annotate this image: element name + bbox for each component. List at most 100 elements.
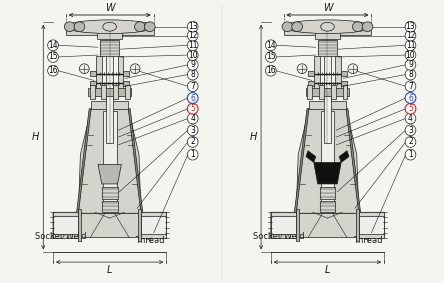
Text: W: W [323, 3, 332, 13]
Text: 14: 14 [48, 41, 58, 50]
Bar [102, 187, 118, 199]
Text: 6: 6 [408, 93, 413, 102]
Circle shape [187, 21, 198, 32]
Text: L: L [325, 265, 330, 275]
Text: 14: 14 [266, 41, 276, 50]
Polygon shape [271, 212, 384, 238]
Polygon shape [314, 162, 341, 184]
Circle shape [405, 69, 416, 80]
Polygon shape [296, 109, 359, 213]
Bar [100, 40, 119, 56]
Text: 7: 7 [190, 82, 195, 91]
Bar [315, 30, 340, 39]
Text: 5: 5 [408, 104, 413, 113]
Bar [320, 187, 335, 199]
Text: 13: 13 [188, 22, 198, 31]
Circle shape [405, 21, 416, 32]
Bar [141, 216, 166, 234]
Text: 12: 12 [188, 31, 198, 40]
Text: H: H [250, 132, 257, 142]
Text: 1: 1 [408, 150, 413, 159]
Bar [96, 56, 102, 94]
Bar [118, 56, 123, 94]
Polygon shape [128, 109, 143, 213]
Text: 3: 3 [408, 126, 413, 135]
Bar [318, 40, 337, 56]
Bar [53, 212, 79, 238]
Circle shape [405, 113, 416, 124]
Polygon shape [53, 212, 166, 238]
Circle shape [405, 59, 416, 70]
Bar [359, 216, 384, 234]
Text: 4: 4 [190, 114, 195, 123]
Ellipse shape [353, 22, 363, 32]
Circle shape [187, 103, 198, 114]
Bar [356, 209, 359, 241]
Circle shape [405, 81, 416, 92]
Circle shape [48, 52, 59, 62]
Bar [307, 85, 312, 99]
Bar [321, 111, 334, 205]
Ellipse shape [66, 20, 154, 34]
Circle shape [187, 40, 198, 51]
Bar [320, 201, 335, 212]
Ellipse shape [292, 22, 302, 32]
Circle shape [79, 64, 89, 74]
Ellipse shape [144, 22, 155, 32]
Bar [308, 71, 314, 76]
Text: 5: 5 [190, 104, 195, 113]
Polygon shape [98, 164, 121, 184]
Circle shape [187, 30, 198, 41]
Circle shape [348, 64, 358, 74]
Circle shape [130, 64, 140, 74]
Bar [341, 71, 347, 76]
Polygon shape [306, 151, 316, 162]
Circle shape [187, 137, 198, 147]
Circle shape [187, 125, 198, 136]
Bar [66, 29, 154, 35]
Text: 1: 1 [190, 150, 195, 159]
Bar [308, 81, 314, 86]
Circle shape [405, 40, 416, 51]
Bar [123, 81, 129, 86]
Ellipse shape [135, 22, 145, 32]
Circle shape [405, 30, 416, 41]
Bar [53, 216, 79, 234]
Ellipse shape [284, 20, 372, 34]
Polygon shape [294, 109, 309, 213]
Circle shape [405, 137, 416, 147]
Circle shape [405, 50, 416, 60]
Bar [284, 29, 372, 35]
Text: 15: 15 [48, 52, 58, 61]
Circle shape [405, 125, 416, 136]
Circle shape [187, 59, 198, 70]
Bar [271, 212, 296, 238]
Bar [91, 101, 128, 109]
Bar [125, 85, 130, 99]
Bar [102, 201, 118, 212]
Bar [79, 209, 81, 241]
Circle shape [187, 69, 198, 80]
Text: Socket Weld: Socket Weld [36, 232, 87, 241]
Bar [331, 85, 336, 99]
Polygon shape [339, 151, 349, 162]
Text: 8: 8 [190, 70, 195, 79]
Ellipse shape [362, 22, 373, 32]
Bar [106, 31, 113, 143]
Circle shape [48, 65, 59, 76]
Text: 10: 10 [406, 51, 415, 59]
Text: 3: 3 [190, 126, 195, 135]
Polygon shape [346, 109, 361, 213]
Text: Thread: Thread [353, 235, 382, 245]
Bar [341, 81, 347, 86]
Circle shape [48, 40, 59, 51]
Text: 16: 16 [48, 66, 58, 75]
Ellipse shape [74, 22, 85, 32]
Text: 6: 6 [190, 93, 195, 102]
Bar [138, 209, 141, 241]
Circle shape [266, 65, 276, 76]
Polygon shape [79, 109, 141, 213]
Text: 16: 16 [266, 66, 276, 75]
Bar [90, 85, 95, 99]
Bar [306, 88, 349, 96]
